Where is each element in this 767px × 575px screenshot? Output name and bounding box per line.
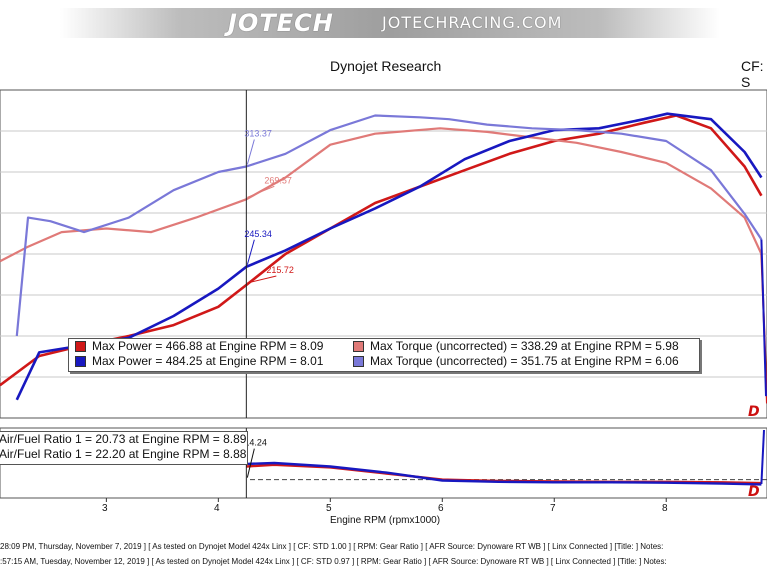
run2-torque-line — [15, 114, 763, 337]
main-series-group — [0, 112, 767, 404]
dynojet-watermark-bottom: D — [748, 484, 760, 500]
legend-swatch-run1-torque — [353, 341, 364, 353]
legend-item-run1-power: Max Power = 466.88 at Engine RPM = 8.09 — [69, 339, 323, 354]
dynojet-watermark-top: D — [748, 404, 760, 420]
cursor-label-run2-torque: 313.37 — [244, 129, 272, 139]
cursor-label-run1-power-arrow — [247, 275, 277, 284]
legend-item-run2-torque: Max Torque (uncorrected) = 351.75 at Eng… — [347, 354, 683, 369]
banner: JOTECH JOTECHRACING.COM — [0, 0, 767, 44]
cursor-label-run1-torque-arrow — [247, 185, 275, 198]
logo-strip — [60, 8, 720, 38]
logo: JOTECH — [228, 9, 334, 37]
afr-series-group — [246, 429, 765, 486]
afr-legend-row-2: Air/Fuel Ratio 1 = 22.20 at Engine RPM =… — [0, 447, 247, 461]
x-tick-label-7: 7 — [550, 503, 556, 514]
x-tick-label-3: 3 — [102, 503, 108, 514]
cursor-label-run2-power-arrow — [246, 239, 255, 265]
legend-swatch-run2-power — [75, 356, 86, 368]
run2-afr-line — [246, 461, 762, 486]
cursor-label-run2-power: 245.34 — [244, 229, 272, 239]
cursor-label-afr: 14.24 — [244, 438, 267, 448]
legend-text-run1-torque: Max Torque (uncorrected) = 338.29 at Eng… — [370, 339, 679, 353]
legend-swatch-run2-torque — [353, 356, 364, 368]
legend-text-run2-torque: Max Torque (uncorrected) = 351.75 at Eng… — [370, 354, 679, 368]
footer-run2-info: :57:15 AM, Tuesday, November 12, 2019 ] … — [0, 557, 667, 566]
afr-rise-line — [760, 429, 765, 485]
footer-run1-info: 28:09 PM, Thursday, November 7, 2019 ] [… — [0, 542, 664, 551]
watermark-layer: DD — [748, 404, 760, 500]
afr-legend-row-1: Air/Fuel Ratio 1 = 20.73 at Engine RPM =… — [0, 432, 247, 446]
legend-text-run1-power: Max Power = 466.88 at Engine RPM = 8.09 — [92, 339, 324, 353]
afr-legend: Air/Fuel Ratio 1 = 20.73 at Engine RPM =… — [0, 431, 248, 465]
run2-drop-line — [760, 239, 767, 397]
x-axis-title: Engine RPM (rpmx1000) — [330, 515, 441, 526]
x-tick-label-4: 4 — [214, 503, 220, 514]
power-torque-legend: Max Power = 466.88 at Engine RPM = 8.09 … — [68, 338, 700, 372]
chart-title: Dynojet Research — [330, 58, 442, 74]
x-tick-label-5: 5 — [326, 503, 332, 514]
cursor-label-run1-torque: 269.57 — [264, 175, 292, 185]
run2-power-line — [15, 112, 763, 401]
legend-text-run2-power: Max Power = 484.25 at Engine RPM = 8.01 — [92, 354, 324, 368]
cursor-label-run1-power: 215.72 — [266, 265, 294, 275]
legend-item-run2-power: Max Power = 484.25 at Engine RPM = 8.01 — [69, 354, 323, 369]
legend-item-run1-torque: Max Torque (uncorrected) = 338.29 at Eng… — [347, 339, 683, 354]
cursor-label-run2-torque-arrow — [246, 139, 255, 165]
run1-torque-line — [0, 127, 763, 263]
correction-factor-label: CF: S — [741, 58, 764, 90]
legend-swatch-run1-power — [75, 341, 86, 353]
cursor-label-afr-arrow — [246, 448, 255, 478]
site-url[interactable]: JOTECHRACING.COM — [382, 13, 563, 32]
x-tick-label-8: 8 — [662, 503, 668, 514]
x-tick-label-6: 6 — [438, 503, 444, 514]
